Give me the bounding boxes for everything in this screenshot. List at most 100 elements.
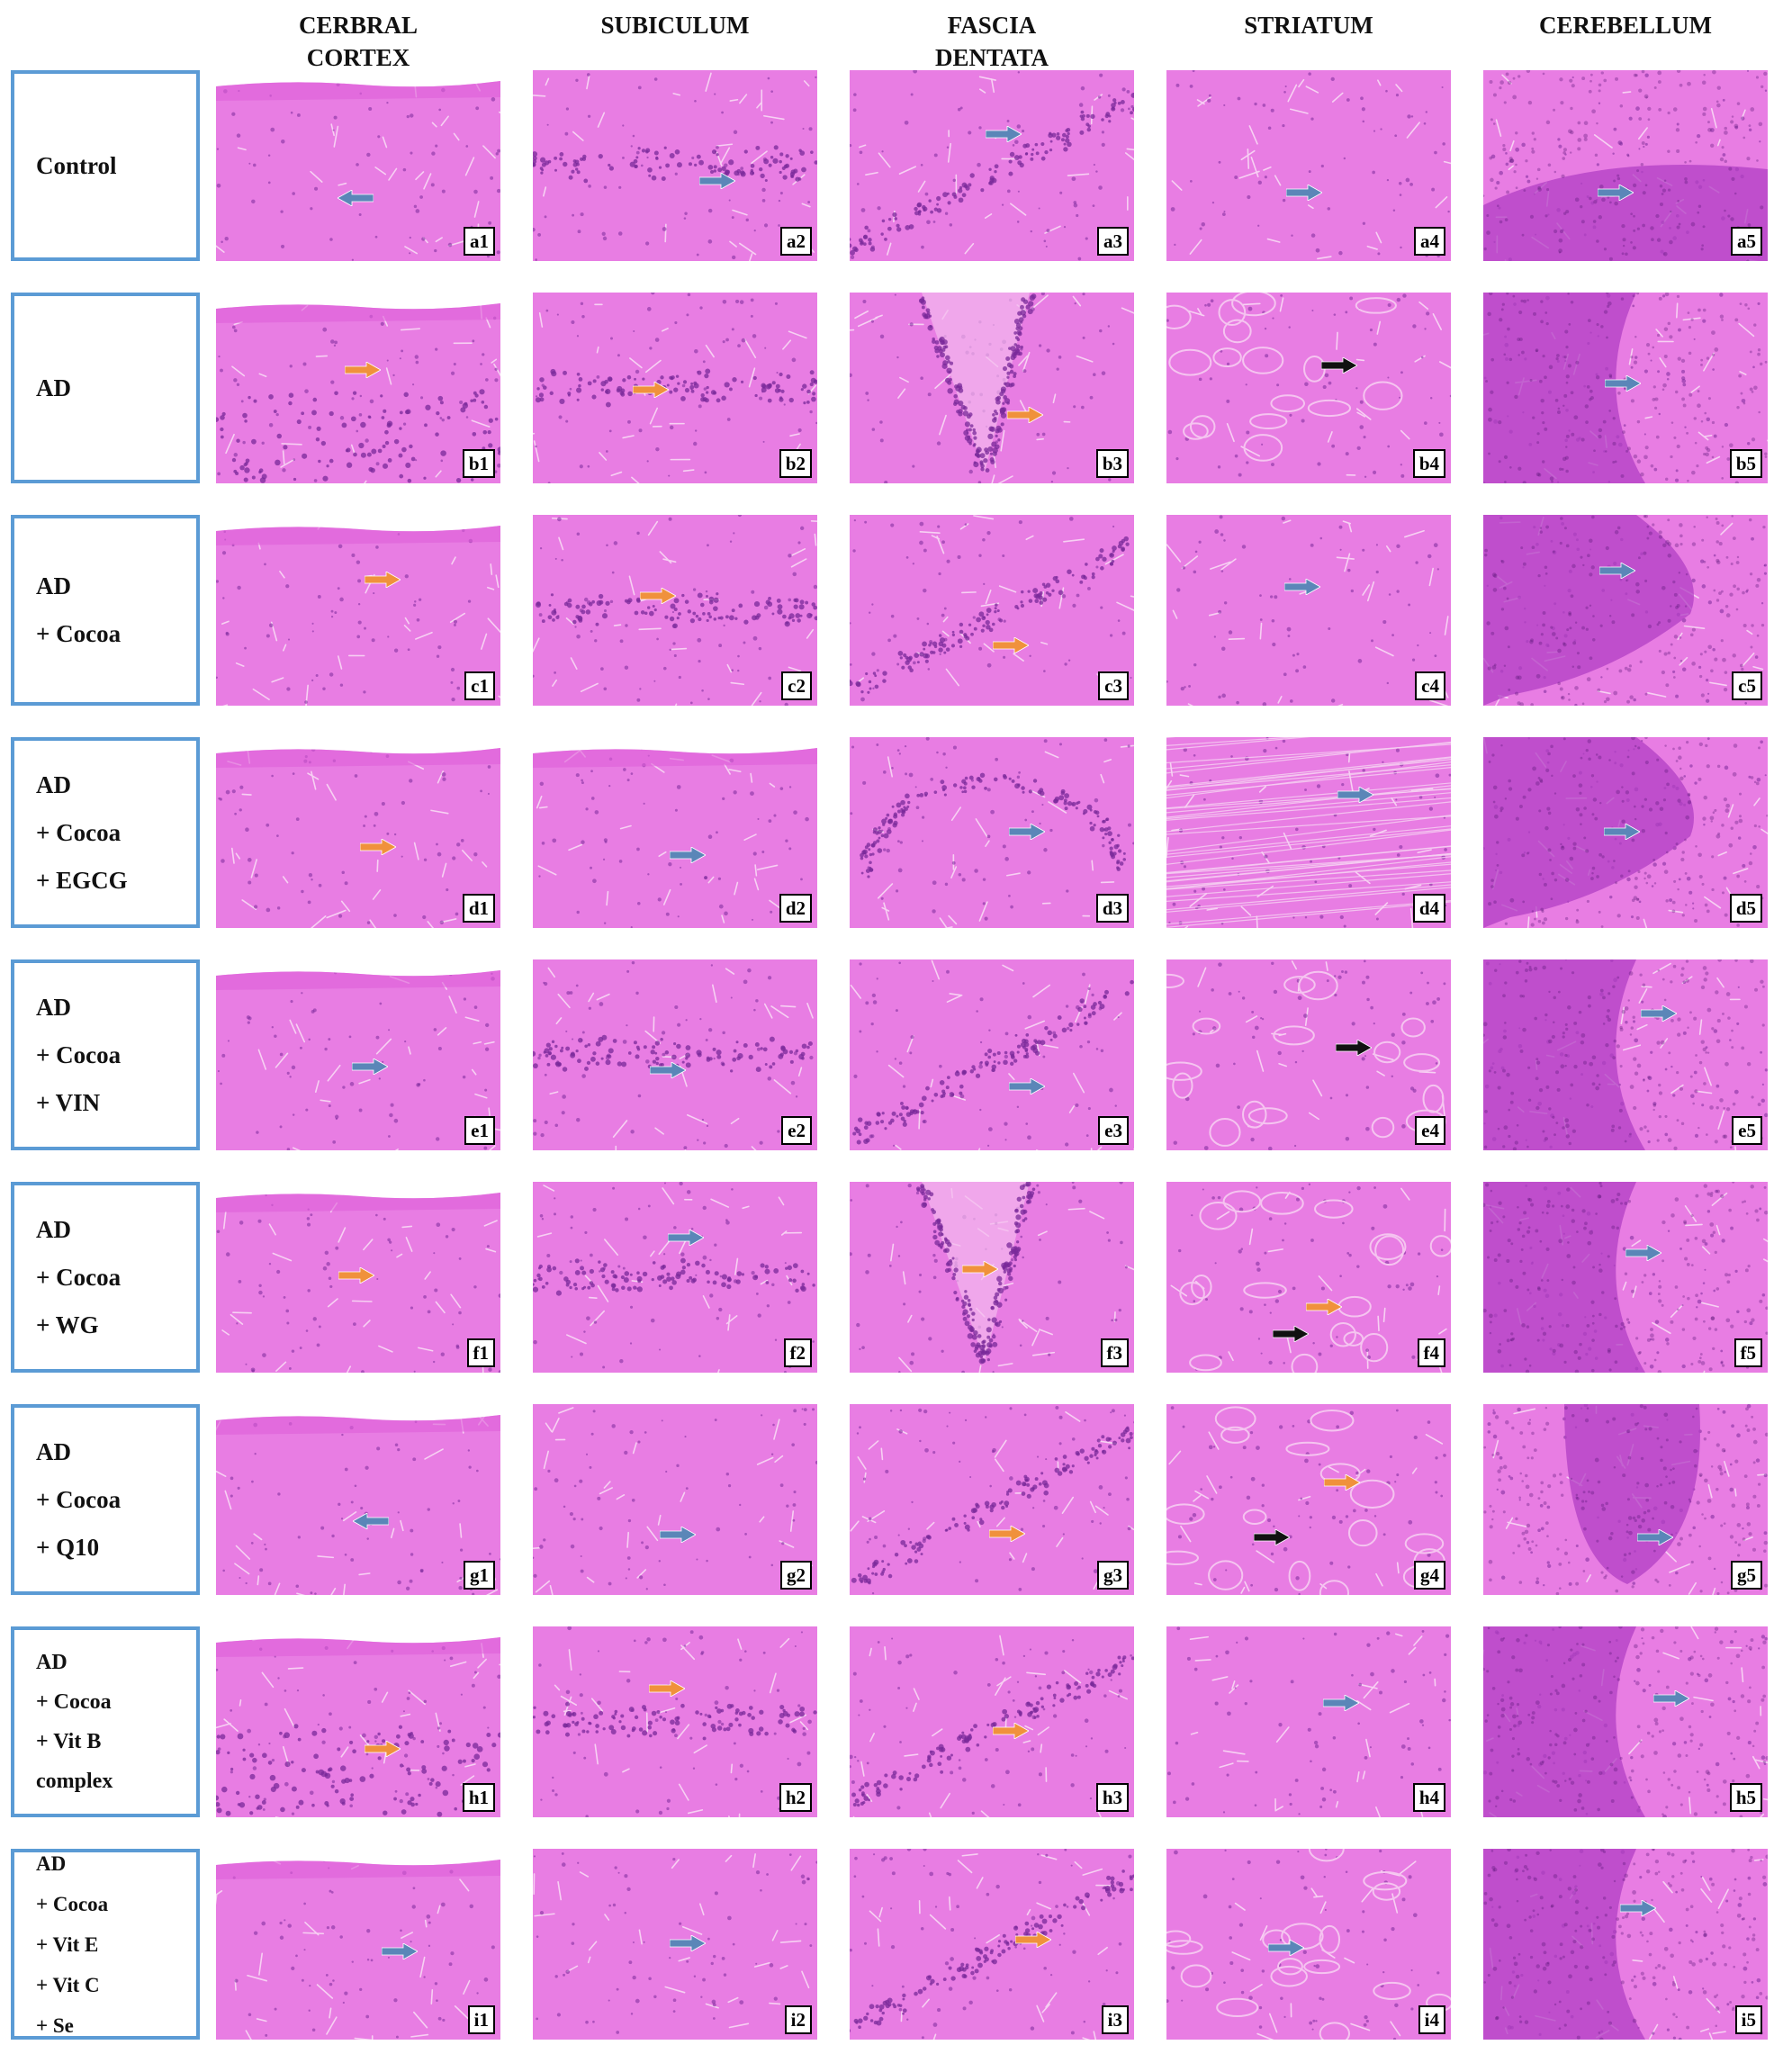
micrograph-image [1483,1404,1768,1595]
micrograph-panel: f1 [216,1182,500,1373]
annotation-arrow-icon [1015,1931,1052,1948]
row-label-box: AD [11,293,200,483]
annotation-arrow-icon [1335,1040,1372,1057]
micrograph-image [1166,293,1451,483]
annotation-arrow-icon [1272,1326,1309,1343]
panel-code-label: a4 [1414,227,1445,256]
micrograph-image [533,293,817,483]
row-label-line: AD [36,1215,71,1243]
row-label-box: AD + Cocoa + EGCG [11,737,200,928]
panel-code-label: e5 [1732,1116,1762,1145]
annotation-arrow-icon [1636,1529,1673,1546]
column-header: STRIATUM [1160,9,1457,41]
micrograph-image [533,515,817,706]
panel-code-label: a1 [464,227,495,256]
annotation-arrow-icon [1006,406,1043,423]
micrograph-panel: a3 [850,70,1134,261]
row-label-line: AD [36,770,71,798]
row-label-line: + Cocoa [36,818,122,846]
panel-code-label: h4 [1412,1783,1445,1812]
annotation-arrow-icon [1337,787,1373,804]
column-header-line: CERBRAL [298,12,419,39]
annotation-arrow-icon [1008,824,1045,841]
row-label-line: + Cocoa [36,1485,122,1513]
annotation-arrow-icon [993,637,1030,654]
panel-code-label: c2 [781,671,812,700]
micrograph-panel: b5 [1483,293,1768,483]
micrograph-panel: e3 [850,959,1134,1150]
panel-code-label: b2 [779,449,812,478]
row-label-line: complex [36,1770,113,1793]
micrograph-panel: g3 [850,1404,1134,1595]
micrograph-panel: f3 [850,1182,1134,1373]
micrograph-image [1483,515,1768,706]
micrograph-image [1483,1849,1768,2040]
micrograph-image [216,1404,500,1595]
panel-code-label: a2 [780,227,812,256]
micrograph-image [216,1849,500,2040]
annotation-arrow-icon [670,1934,707,1951]
micrograph-panel: g5 [1483,1404,1768,1595]
micrograph-panel: e1 [216,959,500,1150]
row-label-line: + Cocoa [36,1690,112,1714]
annotation-arrow-icon [1254,1529,1291,1546]
micrograph-panel: i1 [216,1849,500,2040]
annotation-arrow-icon [1268,1939,1305,1956]
column-header-line: STRIATUM [1244,12,1373,39]
annotation-arrow-icon [338,1267,375,1284]
micrograph-panel: h3 [850,1626,1134,1817]
annotation-arrow-icon [1320,356,1357,374]
row-label-box: Control [11,70,200,261]
micrograph-panel: b3 [850,293,1134,483]
panel-code-label: c5 [1732,671,1762,700]
row-label-line: + Vit C [36,1973,100,1996]
micrograph-panel: i5 [1483,1849,1768,2040]
panel-code-label: d4 [1412,894,1445,923]
panel-code-label: c1 [464,671,495,700]
panel-code-label: h5 [1729,1783,1762,1812]
micrograph-panel: d4 [1166,737,1451,928]
row-label-box: AD + Cocoa + WG [11,1182,200,1373]
panel-code-label: g5 [1731,1561,1762,1590]
micrograph-image [850,959,1134,1150]
annotation-arrow-icon [1653,1690,1690,1707]
micrograph-panel: d5 [1483,737,1768,928]
row-label-line: AD [36,1851,67,1875]
annotation-arrow-icon [1322,1694,1359,1711]
annotation-arrow-icon [1604,375,1641,392]
panel-code-label: h2 [779,1783,812,1812]
annotation-arrow-icon [989,1525,1026,1542]
micrograph-image [1483,293,1768,483]
micrograph-panel: d2 [533,737,817,928]
micrograph-image [850,515,1134,706]
annotation-arrow-icon [986,125,1022,142]
annotation-arrow-icon [364,571,401,588]
row-label-line: AD [36,572,71,599]
panel-code-label: f5 [1733,1338,1762,1367]
annotation-arrow-icon [345,361,382,378]
micrograph-panel: i3 [850,1849,1134,2040]
row-label-box: AD + Cocoa + Vit B complex [11,1626,200,1817]
panel-code-label: c3 [1098,671,1129,700]
micrograph-image [850,1626,1134,1817]
panel-code-label: h1 [462,1783,495,1812]
annotation-arrow-icon [351,1058,388,1075]
micrograph-image [216,959,500,1150]
panel-code-label: a3 [1097,227,1129,256]
column-header-line: FASCIA [947,12,1037,39]
panel-code-label: d5 [1729,894,1762,923]
micrograph-panel: i4 [1166,1849,1451,2040]
micrograph-panel: c1 [216,515,500,706]
annotation-arrow-icon [1285,184,1322,201]
row-label-line: Control [36,151,117,179]
micrograph-panel: e4 [1166,959,1451,1150]
micrograph-panel: h1 [216,1626,500,1817]
row-label-line: + EGCG [36,866,128,894]
micrograph-image [1483,959,1768,1150]
panel-code-label: g3 [1097,1561,1129,1590]
annotation-arrow-icon [659,1527,696,1544]
micrograph-panel: i2 [533,1849,817,2040]
micrograph-image [1166,1849,1451,2040]
micrograph-panel: b2 [533,293,817,483]
row-label-line: AD [36,1437,71,1465]
